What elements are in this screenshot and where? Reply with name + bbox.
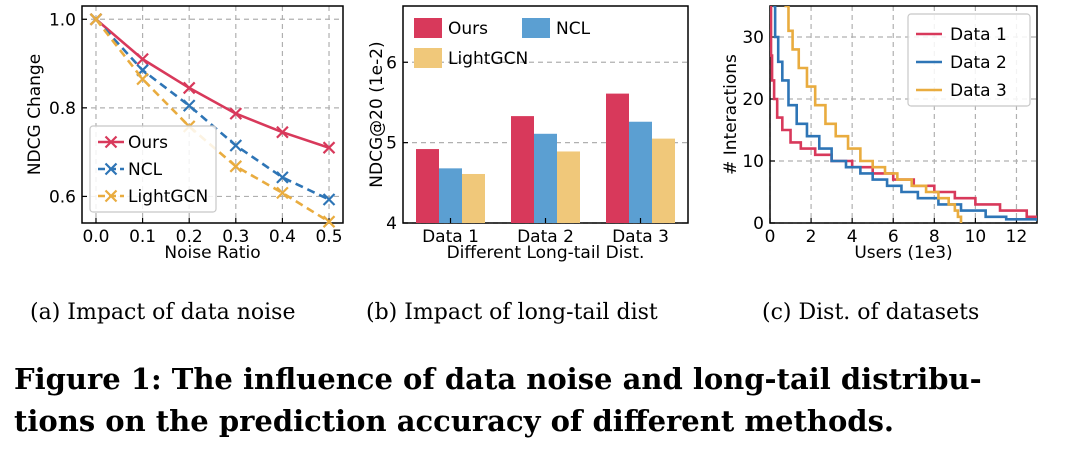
x-tick-label: 0.4: [269, 227, 296, 247]
x-tick-label: 0.5: [315, 227, 342, 247]
data-point: [322, 215, 336, 228]
figure-caption: Figure 1: The influence of data noise an…: [14, 358, 1074, 442]
caption-a: (a) Impact of data noise: [30, 300, 296, 325]
x-axis-label: Users (1e3): [854, 243, 952, 263]
bar-ncl: [534, 133, 557, 223]
bar-lightgcn: [462, 173, 485, 223]
legend-label: NCL: [128, 160, 163, 180]
legend-swatch: [414, 48, 442, 68]
x-axis-label: Different Long-tail Dist.: [447, 243, 645, 263]
series-lines: [770, 6, 1037, 223]
bar-ours: [416, 149, 439, 223]
x-tick-label: 10: [965, 227, 987, 247]
y-tick-label: 0.6: [49, 187, 76, 207]
bar-lightgcn: [652, 138, 675, 223]
data-point: [182, 99, 196, 112]
legend-swatch: [414, 18, 442, 38]
series-line-data-3: [784, 6, 963, 223]
figure-panels: 0.6 0.8 1.0 0.0 0.1 0.2 0.3 0.4 0.5 Noise Ratio ND…: [25, 5, 1038, 263]
legend-label: LightGCN: [128, 187, 208, 207]
bar-ours: [511, 116, 534, 223]
legend-marker: [104, 162, 118, 176]
series-line-data-2: [773, 6, 1037, 222]
y-axis-label: NDCG@20 (1e-2): [367, 41, 387, 187]
figure-caption-line-1: Figure 1: The influence of data noise an…: [14, 362, 982, 396]
legend-box: [89, 125, 217, 213]
y-tick-label: 4: [386, 214, 397, 234]
caption-b: (b) Impact of long-tail dist: [366, 300, 658, 325]
axes-frame: [769, 5, 1038, 224]
x-tick-label: 2: [806, 227, 817, 247]
legend-label: Ours: [128, 133, 168, 153]
legend: Ours NCL LightGCN: [89, 125, 217, 213]
data-point: [182, 81, 196, 95]
y-tick-label: 10: [742, 152, 764, 172]
legend-box: [907, 13, 1031, 107]
y-axis-label: # Interactions: [721, 54, 741, 175]
legend-label: Data 3: [950, 81, 1007, 101]
data-point: [229, 160, 243, 173]
caption-c: (c) Dist. of datasets: [762, 300, 980, 325]
chart-a: 0.6 0.8 1.0 0.0 0.1 0.2 0.3 0.4 0.5 Noise Ratio ND…: [25, 5, 344, 263]
bar-ncl: [439, 168, 462, 223]
bar-ours: [606, 93, 629, 224]
y-tick-label: 30: [742, 28, 764, 48]
y-axis-label: NDCG Change: [25, 54, 45, 175]
data-point: [276, 171, 289, 184]
legend-label: Data 2: [950, 53, 1007, 73]
y-tick-label: 1.0: [49, 10, 76, 30]
legend-label: Data 1: [950, 25, 1007, 45]
axes-frame: [81, 5, 344, 224]
figure-caption-line-2: tions on the prediction accuracy of diff…: [14, 404, 894, 438]
legend-label: NCL: [556, 19, 591, 39]
x-tick-label: 4: [847, 227, 858, 247]
x-tick-label: 0: [765, 227, 776, 247]
y-tick-label: 5: [386, 134, 397, 154]
legend-label: LightGCN: [448, 49, 528, 69]
y-tick-label: 0.8: [49, 99, 76, 119]
data-point: [229, 107, 243, 120]
data-point: [276, 125, 289, 139]
legend-label: Ours: [448, 19, 488, 39]
data-point: [322, 141, 336, 154]
x-tick-label: 8: [929, 227, 940, 247]
data-point: [276, 186, 289, 200]
data-point: [136, 52, 149, 66]
data-point: [322, 193, 336, 206]
chart-c: 0 10 20 30 0 2 4 6 8 10 12 Users (1e3) # Interaction…: [721, 5, 1038, 263]
legend-swatch: [522, 18, 550, 38]
data-point: [229, 139, 243, 152]
y-tick-label: 20: [742, 90, 764, 110]
x-tick-label: 0.1: [129, 227, 156, 247]
x-tick-label: 0.2: [176, 227, 203, 247]
x-tick-label: 0.3: [222, 227, 249, 247]
bar-ncl: [629, 121, 652, 223]
y-tick-label: 0: [753, 214, 764, 234]
x-axis-label: Noise Ratio: [164, 243, 260, 263]
legend-marker: [104, 135, 118, 149]
x-tick-label: Data 1: [422, 227, 479, 247]
data-point: [136, 72, 149, 86]
data-point: [89, 13, 103, 26]
x-tick-label: 0.0: [82, 227, 109, 247]
x-tick-label: 12: [1006, 227, 1028, 247]
y-tick-label: 6: [386, 53, 397, 73]
legend: Data 1 Data 2 Data 3: [907, 13, 1031, 107]
legend: Ours NCL LightGCN: [414, 18, 591, 69]
x-tick-label: Data 2: [517, 227, 574, 247]
x-tick-label: 6: [888, 227, 899, 247]
x-tick-label: Data 3: [612, 227, 669, 247]
series-line-ours: [95, 18, 330, 149]
legend-marker: [104, 189, 118, 203]
bar-lightgcn: [557, 151, 580, 223]
